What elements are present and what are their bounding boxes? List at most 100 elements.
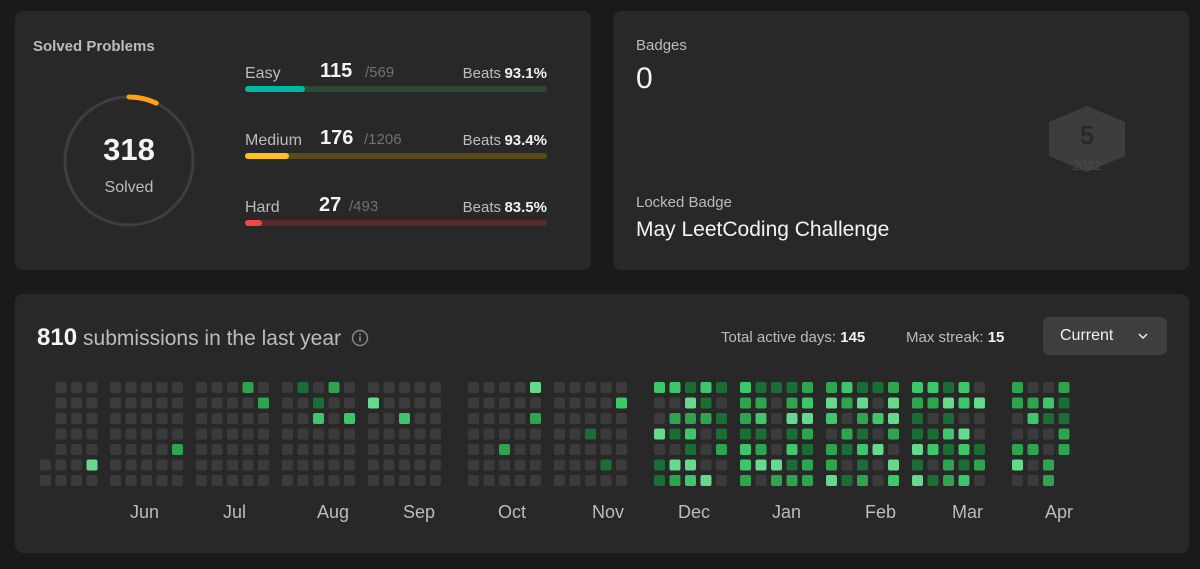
heatmap-day-cell[interactable] (600, 475, 612, 486)
heatmap-day-cell[interactable] (802, 459, 813, 471)
heatmap-day-cell[interactable] (172, 459, 183, 471)
heatmap-day-cell[interactable] (716, 459, 727, 471)
heatmap-day-cell[interactable] (912, 428, 923, 440)
heatmap-day-cell[interactable] (912, 413, 923, 424)
heatmap-day-cell[interactable] (399, 428, 410, 440)
heatmap-day-cell[interactable] (483, 475, 495, 486)
heatmap-day-cell[interactable] (368, 444, 379, 455)
heatmap-day-cell[interactable] (141, 459, 152, 471)
heatmap-day-cell[interactable] (826, 413, 837, 424)
heatmap-day-cell[interactable] (196, 397, 207, 409)
heatmap-day-cell[interactable] (530, 413, 541, 424)
heatmap-day-cell[interactable] (740, 413, 751, 424)
heatmap-day-cell[interactable] (86, 397, 98, 409)
heatmap-day-cell[interactable] (110, 382, 121, 393)
heatmap-day-cell[interactable] (227, 459, 238, 471)
heatmap-day-cell[interactable] (258, 413, 269, 424)
heatmap-day-cell[interactable] (172, 382, 183, 393)
heatmap-day-cell[interactable] (110, 428, 121, 440)
heatmap-day-cell[interactable] (600, 459, 612, 471)
heatmap-day-cell[interactable] (110, 413, 121, 424)
heatmap-day-cell[interactable] (1027, 382, 1039, 393)
heatmap-day-cell[interactable] (468, 397, 479, 409)
heatmap-day-cell[interactable] (55, 413, 67, 424)
heatmap-day-cell[interactable] (55, 397, 67, 409)
heatmap-day-cell[interactable] (857, 382, 868, 393)
heatmap-day-cell[interactable] (786, 397, 798, 409)
heatmap-day-cell[interactable] (554, 397, 565, 409)
heatmap-day-cell[interactable] (912, 475, 923, 486)
heatmap-day-cell[interactable] (826, 428, 837, 440)
heatmap-day-cell[interactable] (86, 413, 98, 424)
heatmap-day-cell[interactable] (771, 459, 782, 471)
heatmap-day-cell[interactable] (857, 428, 868, 440)
heatmap-day-cell[interactable] (328, 413, 340, 424)
heatmap-day-cell[interactable] (414, 444, 426, 455)
heatmap-day-cell[interactable] (826, 475, 837, 486)
heatmap-day-cell[interactable] (958, 413, 970, 424)
heatmap-day-cell[interactable] (927, 475, 939, 486)
heatmap-day-cell[interactable] (258, 444, 269, 455)
heatmap-day-cell[interactable] (958, 397, 970, 409)
heatmap-day-cell[interactable] (826, 444, 837, 455)
heatmap-day-cell[interactable] (71, 413, 82, 424)
heatmap-day-cell[interactable] (872, 428, 884, 440)
heatmap-day-cell[interactable] (499, 397, 510, 409)
heatmap-day-cell[interactable] (669, 444, 681, 455)
heatmap-day-cell[interactable] (211, 428, 223, 440)
heatmap-day-cell[interactable] (110, 444, 121, 455)
heatmap-day-cell[interactable] (196, 428, 207, 440)
heatmap-day-cell[interactable] (700, 413, 712, 424)
heatmap-day-cell[interactable] (654, 475, 665, 486)
heatmap-day-cell[interactable] (344, 397, 355, 409)
heatmap-day-cell[interactable] (585, 475, 596, 486)
heatmap-day-cell[interactable] (399, 444, 410, 455)
heatmap-day-cell[interactable] (1027, 428, 1039, 440)
heatmap-day-cell[interactable] (172, 428, 183, 440)
heatmap-day-cell[interactable] (872, 413, 884, 424)
heatmap-day-cell[interactable] (857, 475, 868, 486)
heatmap-day-cell[interactable] (227, 428, 238, 440)
heatmap-day-cell[interactable] (258, 459, 269, 471)
heatmap-day-cell[interactable] (297, 475, 309, 486)
heatmap-day-cell[interactable] (227, 413, 238, 424)
heatmap-day-cell[interactable] (1027, 444, 1039, 455)
heatmap-day-cell[interactable] (740, 475, 751, 486)
heatmap-day-cell[interactable] (600, 397, 612, 409)
heatmap-day-cell[interactable] (958, 459, 970, 471)
heatmap-day-cell[interactable] (227, 444, 238, 455)
heatmap-day-cell[interactable] (1043, 382, 1054, 393)
heatmap-day-cell[interactable] (802, 444, 813, 455)
heatmap-day-cell[interactable] (1058, 397, 1070, 409)
heatmap-day-cell[interactable] (888, 397, 899, 409)
heatmap-day-cell[interactable] (258, 428, 269, 440)
heatmap-day-cell[interactable] (55, 459, 67, 471)
heatmap-day-cell[interactable] (499, 444, 510, 455)
heatmap-day-cell[interactable] (974, 444, 985, 455)
heatmap-day-cell[interactable] (344, 444, 355, 455)
heatmap-day-cell[interactable] (1058, 444, 1070, 455)
heatmap-day-cell[interactable] (1058, 413, 1070, 424)
heatmap-day-cell[interactable] (211, 459, 223, 471)
heatmap-day-cell[interactable] (110, 459, 121, 471)
heatmap-day-cell[interactable] (716, 475, 727, 486)
heatmap-day-cell[interactable] (872, 475, 884, 486)
heatmap-day-cell[interactable] (282, 459, 293, 471)
heatmap-day-cell[interactable] (156, 444, 168, 455)
heatmap-day-cell[interactable] (1043, 475, 1054, 486)
heatmap-day-cell[interactable] (297, 428, 309, 440)
heatmap-day-cell[interactable] (110, 397, 121, 409)
heatmap-day-cell[interactable] (483, 382, 495, 393)
heatmap-day-cell[interactable] (771, 382, 782, 393)
heatmap-day-cell[interactable] (368, 413, 379, 424)
heatmap-day-cell[interactable] (430, 459, 441, 471)
heatmap-day-cell[interactable] (700, 382, 712, 393)
heatmap-day-cell[interactable] (716, 397, 727, 409)
heatmap-day-cell[interactable] (857, 459, 868, 471)
heatmap-day-cell[interactable] (888, 413, 899, 424)
heatmap-day-cell[interactable] (141, 475, 152, 486)
heatmap-day-cell[interactable] (141, 444, 152, 455)
heatmap-day-cell[interactable] (227, 475, 238, 486)
heatmap-day-cell[interactable] (530, 444, 541, 455)
heatmap-day-cell[interactable] (383, 428, 395, 440)
